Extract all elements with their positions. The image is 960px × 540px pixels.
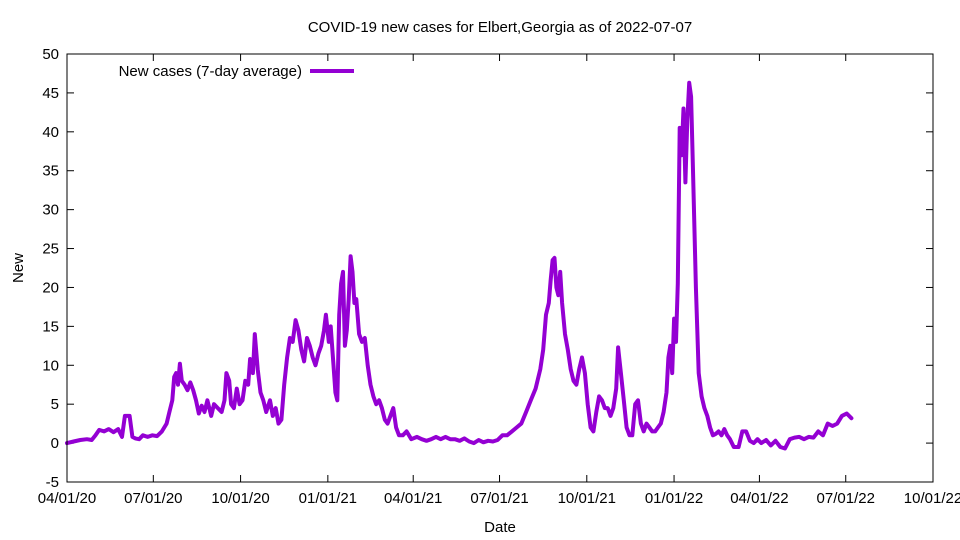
chart-title: COVID-19 new cases for Elbert,Georgia as…: [308, 19, 692, 36]
x-tick-label: 07/01/20: [124, 490, 182, 507]
series-line: [65, 80, 854, 451]
y-tick-label: 45: [42, 85, 59, 102]
x-tick-label: 07/01/22: [817, 490, 875, 507]
plot-frame: [66, 53, 934, 483]
y-tick-label: 25: [42, 241, 59, 258]
y-tick-label: -5: [46, 474, 59, 491]
x-tick-label: 10/01/21: [558, 490, 616, 507]
y-axis: -5 0 5 10 15 20 25 30 35 40 45 50: [42, 46, 933, 491]
y-tick-label: 15: [42, 318, 59, 335]
y-tick-label: 30: [42, 202, 59, 219]
y-tick-label: 40: [42, 124, 59, 141]
y-axis-label: New: [10, 253, 27, 283]
legend-label: New cases (7-day average): [119, 63, 302, 80]
x-tick-label: 10/01/22: [904, 490, 960, 507]
legend: New cases (7-day average): [119, 63, 354, 80]
y-tick-label: 20: [42, 279, 59, 296]
x-tick-label: 04/01/22: [730, 490, 788, 507]
y-tick-label: 5: [51, 396, 59, 413]
x-tick-label: 10/01/20: [211, 490, 269, 507]
x-tick-label: 07/01/21: [470, 490, 528, 507]
x-tick-label: 04/01/21: [384, 490, 442, 507]
x-tick-label: 04/01/20: [38, 490, 96, 507]
x-axis: 04/01/20 07/01/20 10/01/20 01/01/21 04/01/21…: [38, 54, 960, 507]
x-tick-label: 01/01/21: [299, 490, 357, 507]
y-tick-label: 0: [51, 435, 59, 452]
y-tick-label: 35: [42, 163, 59, 180]
x-axis-label: Date: [484, 519, 516, 536]
plot-series: [65, 80, 854, 451]
x-tick-label: 01/01/22: [645, 490, 703, 507]
y-tick-label: 10: [42, 357, 59, 374]
y-tick-label: 50: [42, 46, 59, 63]
